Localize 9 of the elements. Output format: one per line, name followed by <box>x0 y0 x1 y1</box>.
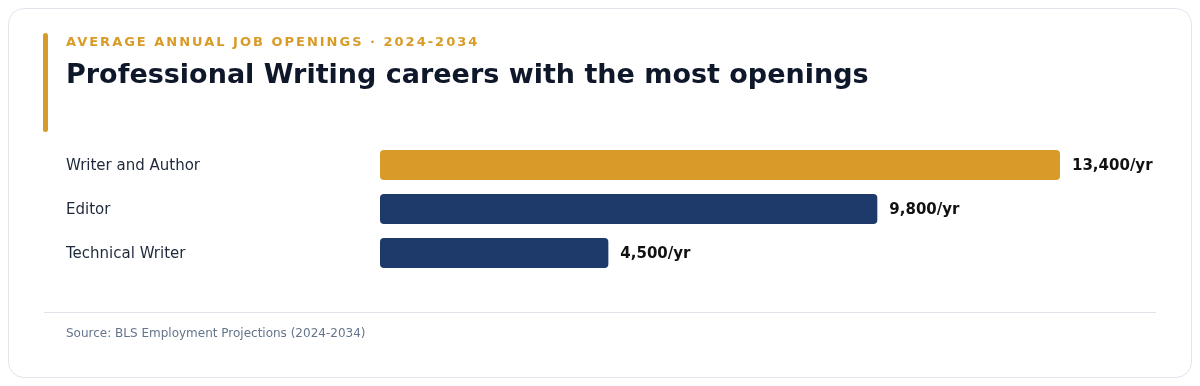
y-tick-label: Editor <box>66 200 112 218</box>
data-label: 4,500/yr <box>620 244 692 262</box>
chart-title: Professional Writing careers with the most openings <box>66 58 869 89</box>
source-note: Source: BLS Employment Projections (2024-2034) <box>66 326 366 340</box>
text: AVERAGE ANNUAL JOB OPENINGS · 2024-2034 <box>66 34 480 49</box>
data-label: 9,800/yr <box>889 200 961 218</box>
data-label: 13,400/yr <box>1072 156 1154 174</box>
y-tick-label: Writer and Author <box>66 156 201 174</box>
y-tick-label: Technical Writer <box>65 244 187 262</box>
